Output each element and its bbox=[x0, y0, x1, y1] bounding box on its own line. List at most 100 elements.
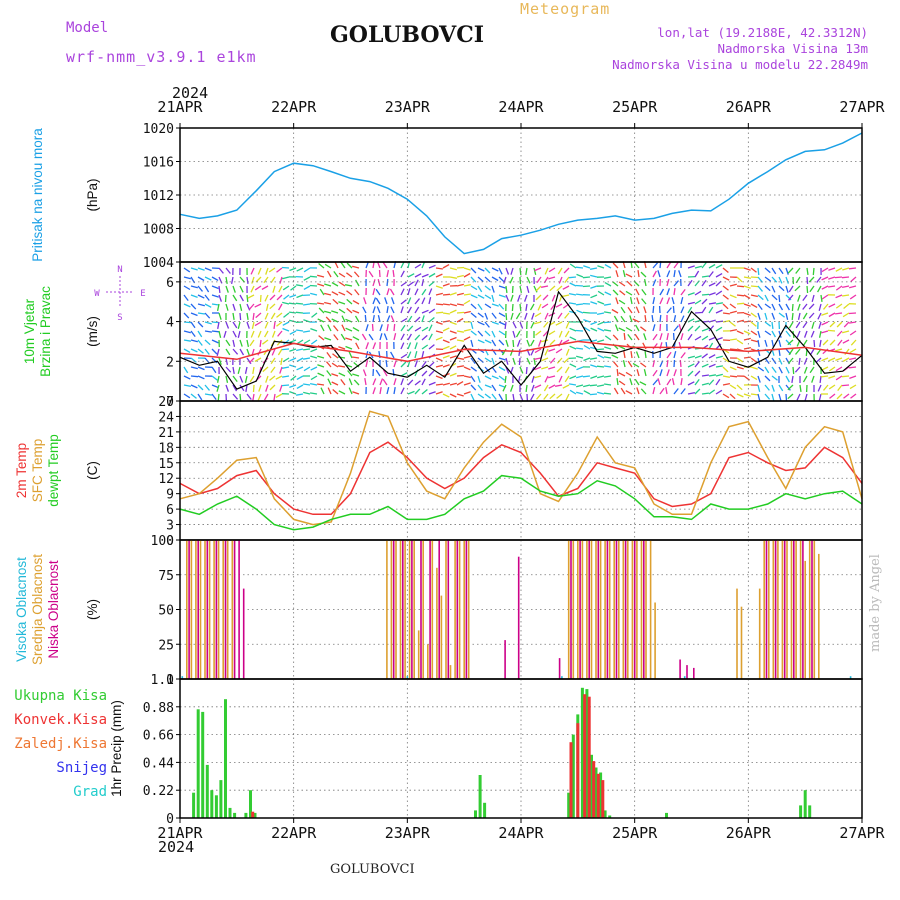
wind-arrow bbox=[183, 294, 189, 301]
wind-arrow bbox=[232, 375, 238, 382]
wind-arrow bbox=[449, 382, 457, 386]
wind-arrow bbox=[597, 321, 605, 326]
wind-arrow bbox=[277, 330, 283, 337]
bar-cloud_mid bbox=[645, 540, 647, 679]
wind-arrow bbox=[715, 326, 723, 332]
wind-arrow bbox=[589, 384, 598, 387]
wind-arrow bbox=[569, 345, 577, 350]
wind-arrow bbox=[817, 285, 822, 293]
wind-arrow bbox=[722, 276, 730, 281]
wind-arrow bbox=[364, 314, 367, 323]
bar-cloud_low bbox=[686, 665, 688, 679]
wind-arrow bbox=[736, 384, 743, 391]
wind-arrow bbox=[590, 364, 598, 368]
wind-arrow bbox=[657, 270, 661, 278]
wind-arrow bbox=[618, 372, 626, 377]
wind-arrow bbox=[352, 265, 360, 269]
wind-arrow bbox=[848, 312, 857, 315]
wind-arrow bbox=[456, 357, 465, 360]
wind-arrow bbox=[428, 361, 435, 368]
wind-arrow bbox=[255, 276, 262, 283]
wind-arrow bbox=[828, 312, 836, 318]
wind-arrow bbox=[319, 288, 325, 296]
wind-arrow bbox=[687, 292, 695, 296]
wind-arrow bbox=[837, 384, 843, 391]
wind-arrow bbox=[644, 351, 647, 359]
wind-arrow bbox=[843, 321, 850, 328]
wind-arrow bbox=[498, 366, 506, 372]
xtick-top: 25APR bbox=[612, 98, 658, 116]
wind-arrow bbox=[771, 330, 776, 338]
wind-arrow bbox=[512, 393, 515, 402]
wind-arrow bbox=[414, 288, 419, 296]
wind-arrow bbox=[333, 325, 339, 332]
chart-kind-title: Meteogram bbox=[520, 0, 611, 18]
bar-cloud_mid bbox=[590, 540, 593, 679]
wind-arrow bbox=[211, 366, 217, 374]
wind-arrow bbox=[272, 285, 276, 293]
wind-arrow bbox=[477, 321, 485, 326]
wind-arrow bbox=[802, 321, 808, 329]
wind-arrow bbox=[708, 354, 716, 359]
wind-arrow bbox=[303, 303, 311, 306]
wind-arrow bbox=[701, 353, 708, 359]
wind-arrow bbox=[279, 384, 283, 392]
wind-arrow bbox=[249, 375, 255, 383]
wind-arrow bbox=[722, 357, 730, 363]
wind-arrow bbox=[564, 375, 570, 383]
wind-arrow bbox=[456, 339, 465, 342]
wind-arrow bbox=[636, 387, 640, 395]
wind-arrow bbox=[673, 325, 679, 332]
wind-arrow bbox=[519, 366, 524, 374]
wind-arrow bbox=[850, 339, 857, 346]
bar-rain_total bbox=[580, 687, 584, 818]
wind-arrow bbox=[379, 378, 384, 386]
wind-arrow bbox=[778, 393, 782, 401]
wind-arrow bbox=[569, 375, 577, 380]
bar-cloud_mid bbox=[636, 540, 638, 679]
wind-arrow bbox=[764, 321, 771, 327]
wind-arrow bbox=[515, 312, 521, 320]
wind-arrow bbox=[197, 321, 204, 328]
wind-arrow bbox=[841, 375, 850, 378]
wind-arrow bbox=[543, 384, 549, 392]
wind-arrow bbox=[211, 393, 217, 400]
wind-arrow bbox=[590, 375, 598, 380]
wind-arrow bbox=[183, 276, 191, 280]
wind-arrow bbox=[729, 283, 737, 287]
ylabel-wind: Brzina i Pravac bbox=[38, 286, 53, 377]
wind-arrow bbox=[338, 346, 346, 350]
wind-arrow bbox=[382, 261, 388, 269]
bar-cloud_mid bbox=[581, 540, 584, 679]
wind-arrow bbox=[639, 381, 647, 386]
wind-arrow bbox=[788, 285, 794, 293]
wind-arrow bbox=[295, 284, 304, 287]
wind-arrow bbox=[694, 379, 700, 386]
wind-arrow bbox=[246, 339, 250, 348]
wind-arrow bbox=[525, 366, 528, 375]
wind-arrow bbox=[352, 300, 360, 305]
wind-arrow bbox=[708, 306, 714, 314]
wind-arrow bbox=[484, 276, 491, 283]
wind-arrow bbox=[498, 267, 503, 275]
ytick-label: 1.1 bbox=[151, 673, 174, 688]
bar-cloud_mid bbox=[386, 540, 388, 679]
ytick-label: 2 bbox=[166, 355, 174, 370]
wind-arrow bbox=[636, 297, 640, 305]
wind-arrow bbox=[225, 357, 229, 366]
bar-rain_total bbox=[590, 754, 593, 818]
wind-arrow bbox=[597, 300, 605, 305]
wind-arrow bbox=[303, 285, 311, 290]
bar-cloud_low bbox=[238, 540, 240, 679]
wind-arrow bbox=[383, 333, 388, 341]
wind-arrow bbox=[791, 375, 794, 384]
wind-arrow bbox=[694, 325, 701, 332]
wind-arrow bbox=[778, 285, 785, 292]
wind-arrow bbox=[470, 267, 477, 274]
wind-arrow bbox=[326, 352, 332, 359]
wind-arrow bbox=[666, 297, 671, 305]
wind-arrow bbox=[309, 284, 318, 287]
wind-arrow bbox=[218, 330, 222, 338]
wind-arrow bbox=[701, 382, 709, 386]
wind-arrow bbox=[269, 384, 276, 391]
